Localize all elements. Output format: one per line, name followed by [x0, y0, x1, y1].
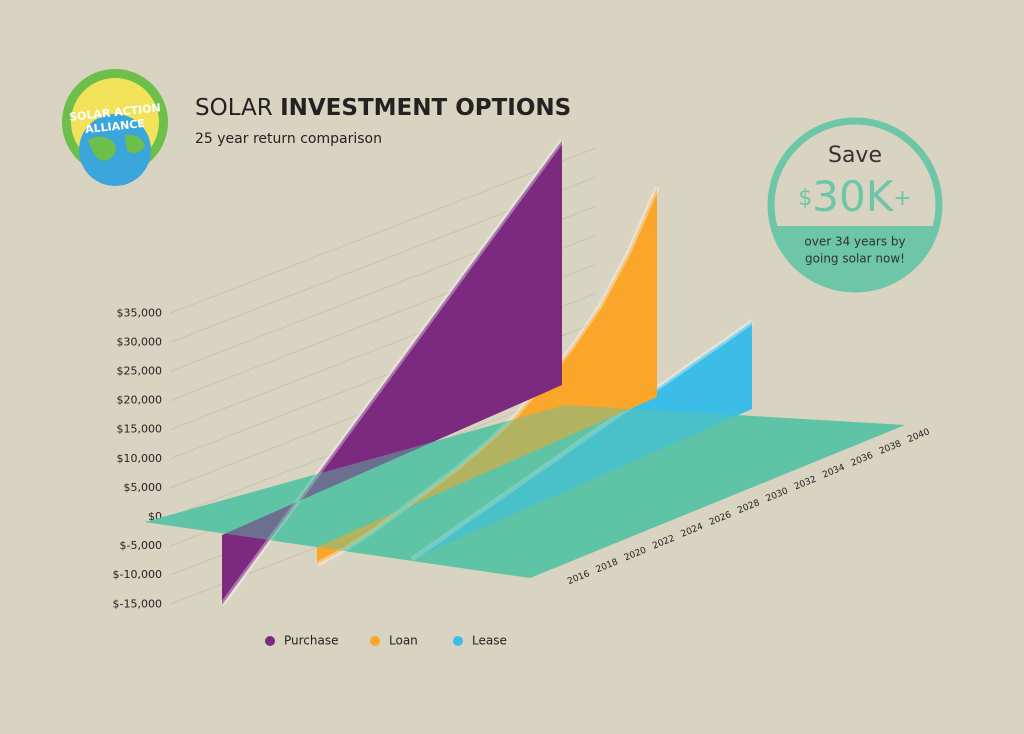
legend-swatch [265, 636, 275, 646]
series-wall [412, 321, 752, 559]
y-tick-label: $15,000 [117, 423, 163, 436]
legend-label: Lease [472, 634, 507, 648]
logo-text: ALLIANCE [84, 117, 145, 136]
y-tick-label: $35,000 [117, 306, 163, 319]
y-tick-label: $20,000 [117, 394, 163, 407]
plot: $-15,000$-10,000$-5,000$0$5,000$10,000$1… [113, 139, 932, 648]
y-tick-label: $25,000 [117, 365, 163, 378]
badge-currency: $ [798, 186, 812, 211]
title-light: SOLAR [195, 95, 273, 121]
grid-line [169, 147, 596, 314]
badge: Save $30K+ over 34 years by going solar … [767, 117, 943, 293]
legend-swatch [370, 636, 380, 646]
chart-subtitle: 25 year return comparison [195, 131, 382, 147]
legend-label: Loan [389, 634, 418, 648]
y-tick-label: $-15,000 [113, 597, 162, 610]
legend-swatch [453, 636, 463, 646]
logo-land [88, 134, 145, 161]
badge-ring [767, 117, 943, 293]
logo: SOLAR ACTION ALLIANCE [62, 69, 168, 186]
series-wall [317, 187, 657, 565]
badge-text: Save [828, 143, 882, 168]
y-tick-label: $-10,000 [113, 568, 162, 581]
floor-overlay [145, 405, 905, 578]
chart-title: SOLAR INVESTMENT OPTIONS [195, 95, 571, 121]
series-wall [222, 140, 562, 605]
badge-number: 30K [812, 172, 894, 221]
wall-edge [219, 139, 565, 607]
wall-edge [410, 319, 754, 562]
title-bold: INVESTMENT OPTIONS [280, 95, 571, 121]
badge-text: over 34 years by [804, 235, 905, 249]
y-tick-label: $10,000 [117, 452, 163, 465]
y-tick-label: $-5,000 [120, 539, 162, 552]
badge-plus: + [893, 186, 911, 211]
badge-amount: $30K+ [798, 172, 911, 221]
legend-label: Purchase [284, 634, 339, 648]
wall-edge [315, 186, 660, 567]
y-tick-label: $5,000 [124, 481, 163, 494]
y-tick-label: $30,000 [117, 335, 163, 348]
badge-text: going solar now! [805, 252, 905, 266]
